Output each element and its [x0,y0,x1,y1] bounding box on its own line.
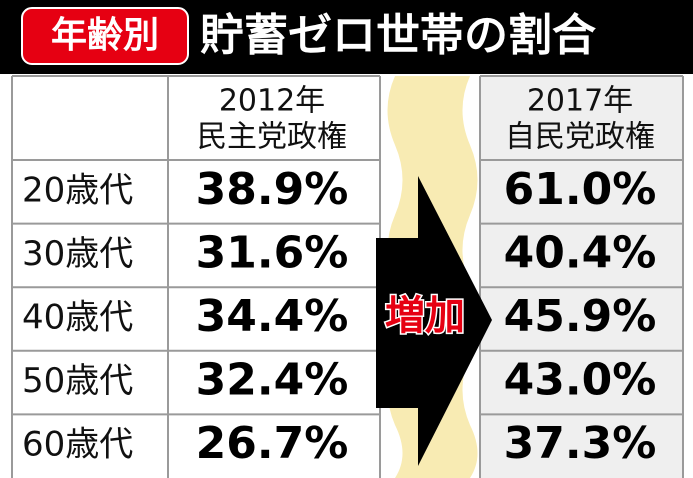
cell-2012: 38.9% [196,164,349,215]
cell-2012: 31.6% [196,227,349,278]
column-year: 2017年 [527,84,633,119]
cell-2017: 37.3% [504,418,657,469]
cell-2017: 61.0% [504,164,657,215]
row-label: 40歳代 [22,298,133,338]
column-label: 民主党政権 [197,120,347,155]
row-label: 30歳代 [22,234,133,274]
title: 貯蓄ゼロ世帯の割合 [200,10,596,61]
row-label: 60歳代 [22,425,133,465]
row-label: 20歳代 [22,170,133,210]
cell-2012: 34.4% [196,291,349,342]
column-label: 自民党政権 [505,120,655,155]
row-label: 50歳代 [22,361,133,401]
cell-2012: 26.7% [196,418,349,469]
arrow [376,176,492,466]
cell-2017: 40.4% [504,227,657,278]
cell-2012: 32.4% [196,355,349,406]
badge [21,7,189,65]
cell-2017: 43.0% [504,355,657,406]
cell-2017: 45.9% [504,291,657,342]
column-year: 2012年 [219,84,325,119]
badge-text: 年齢別 [51,15,159,56]
column-shade [480,76,683,478]
arrow-label: 増加 [385,293,465,339]
